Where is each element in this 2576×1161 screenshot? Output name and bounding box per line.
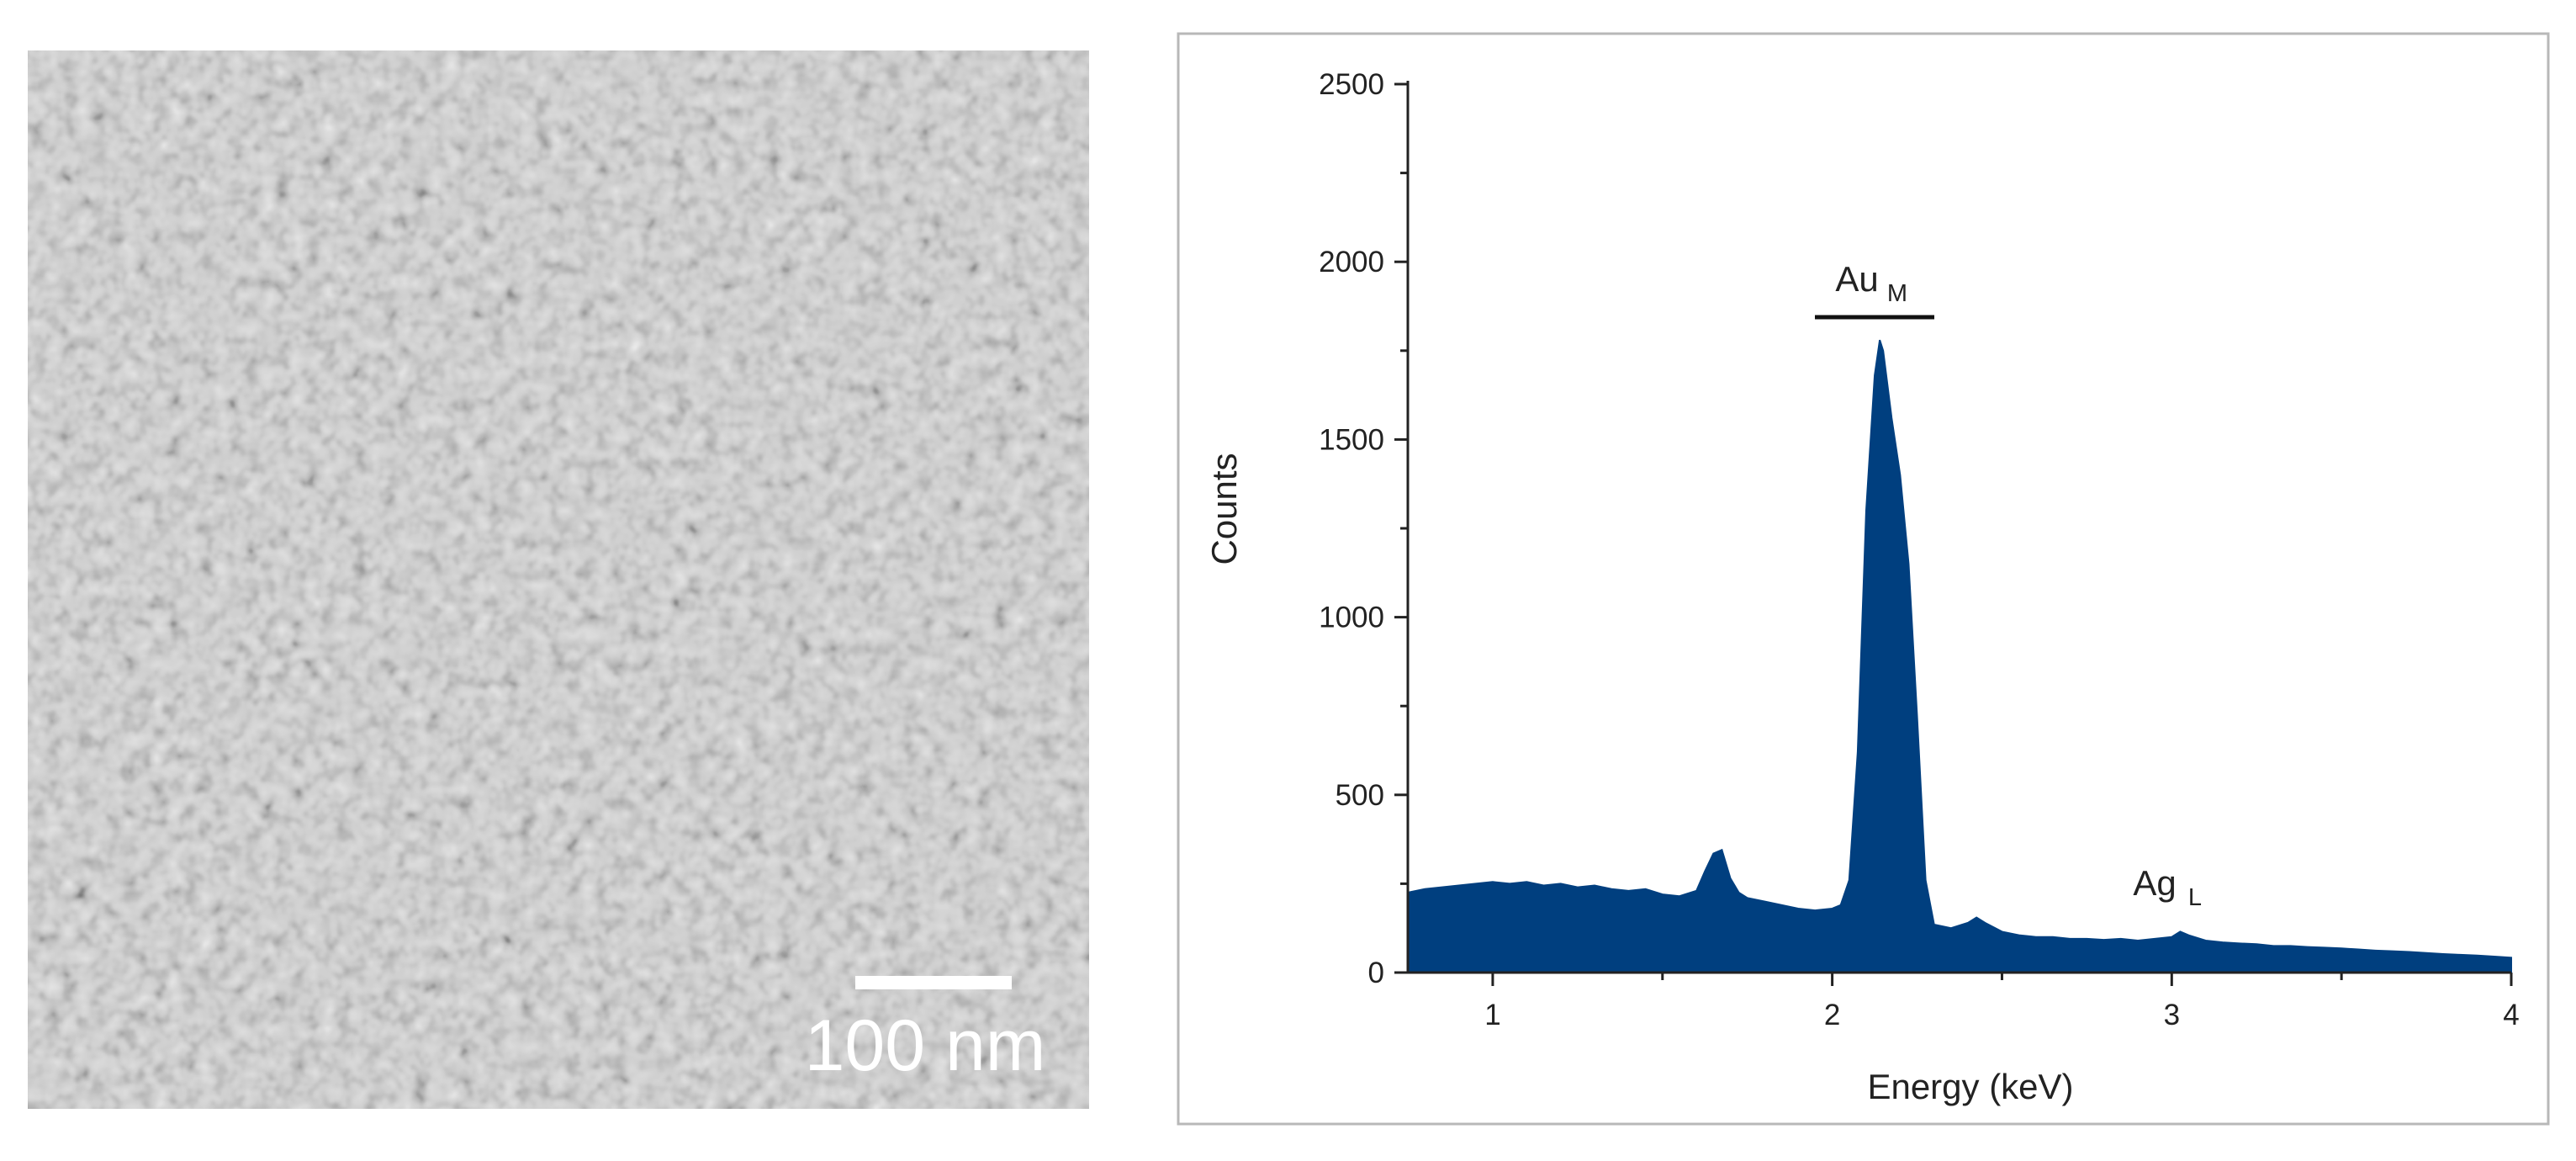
- scale-bar-label: 100 nm: [805, 1005, 1046, 1086]
- y-tick-label: 0: [1368, 957, 1384, 989]
- annotation-subscript: M: [1887, 280, 1907, 307]
- x-axis-label: Energy (keV): [1867, 1067, 2073, 1106]
- annotation: Au M: [1815, 259, 1934, 320]
- x-tick-label: 4: [2503, 999, 2519, 1031]
- y-tick-label: 1000: [1319, 602, 1384, 634]
- y-tick-label: 500: [1336, 779, 1384, 812]
- x-tick-label: 3: [2164, 999, 2180, 1031]
- x-tick-label: 1: [1484, 999, 1500, 1031]
- scale-bar: [855, 976, 1012, 989]
- chart: 0 500 1000 1500 2000 2500 1 2 3 4 Energy (keV) Coun…: [1204, 68, 2520, 1106]
- y-tick-label: 2000: [1319, 246, 1384, 278]
- annotation: Ag L: [2133, 863, 2202, 911]
- annotation-text: Au: [1835, 259, 1878, 299]
- y-tick-label: 2500: [1319, 68, 1384, 101]
- x-tick-label: 2: [1824, 999, 1840, 1031]
- sem-image: 100 nm: [28, 50, 1089, 1109]
- spectrum-area: [1407, 339, 2512, 973]
- y-tick-label: 1500: [1319, 423, 1384, 456]
- sem-texture: [28, 50, 1089, 1109]
- y-axis-label: Counts: [1204, 453, 1244, 565]
- annotation-text: Ag: [2133, 863, 2176, 903]
- annotation-subscript: L: [2188, 884, 2202, 911]
